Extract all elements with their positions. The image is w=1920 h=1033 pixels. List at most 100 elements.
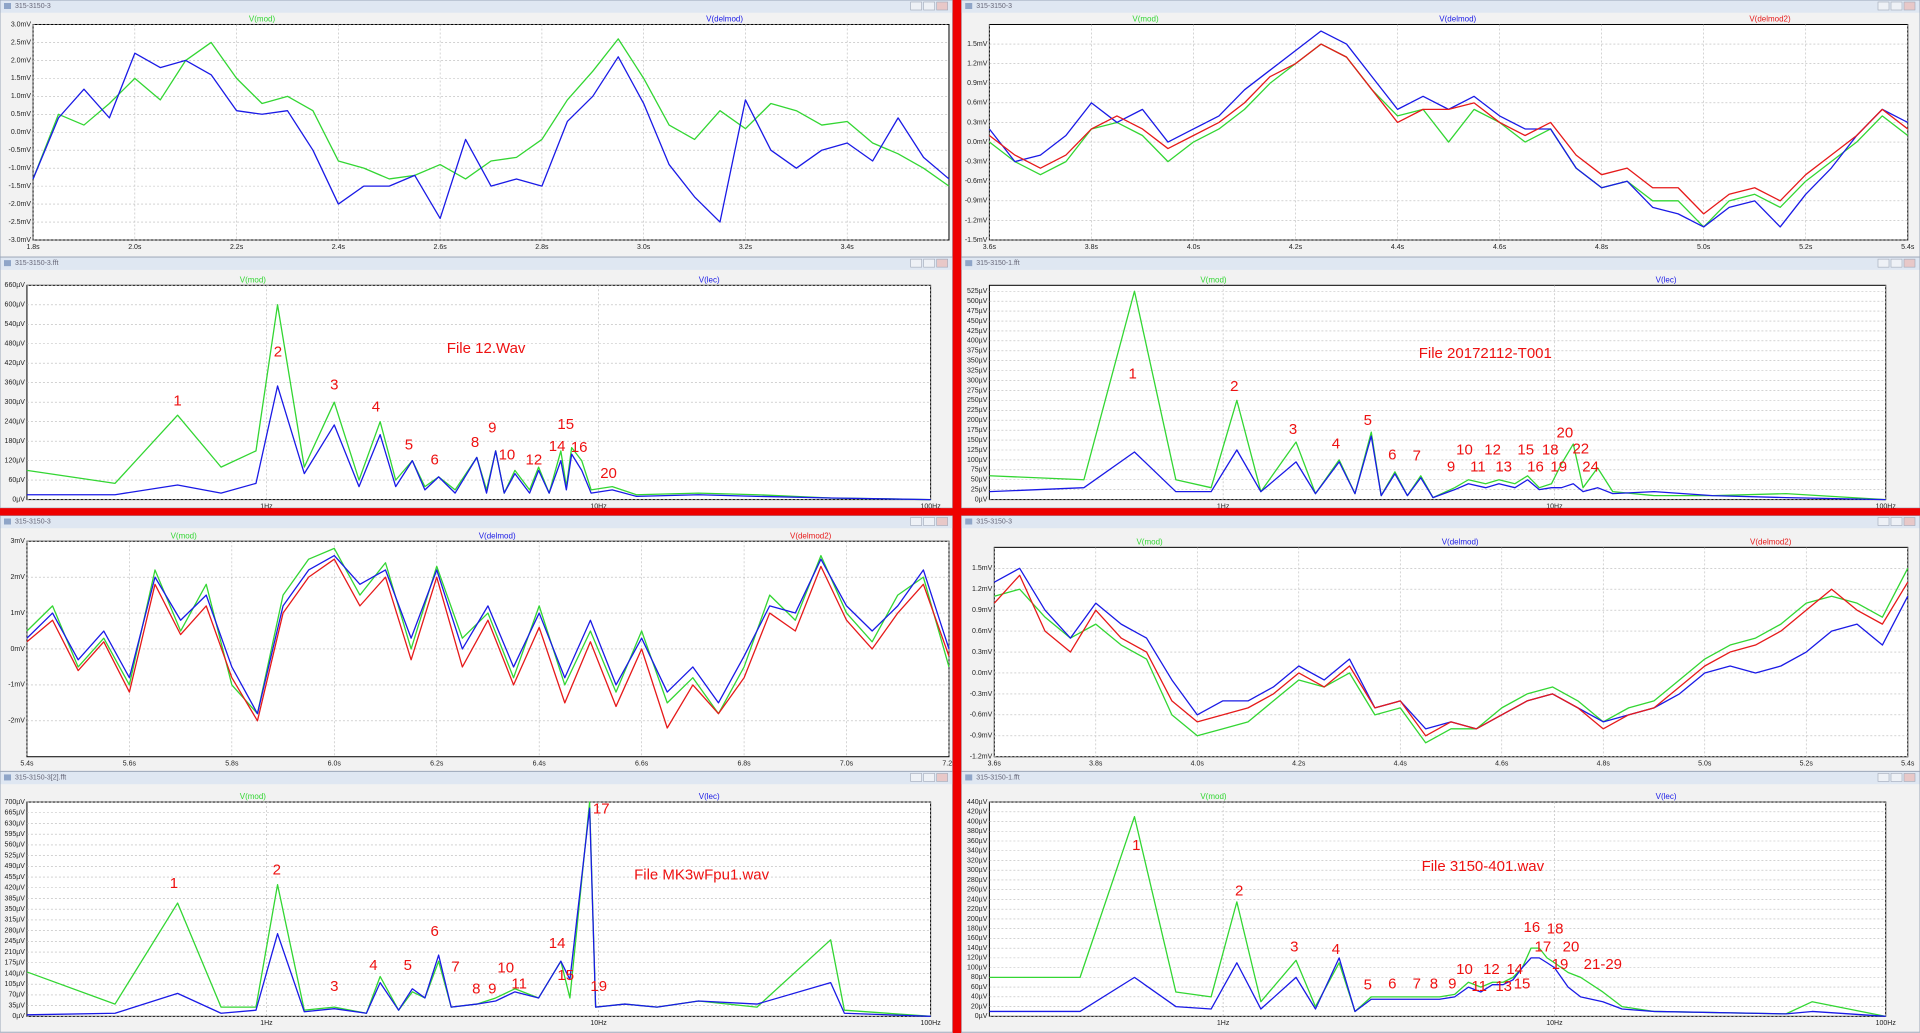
y-tick-label: 0mV — [11, 646, 26, 653]
annotation: 15 — [1514, 975, 1531, 992]
y-tick-label: 1.5mV — [11, 75, 32, 82]
annotation: 8 — [471, 434, 479, 451]
minimize-button[interactable] — [1877, 258, 1890, 268]
close-button[interactable] — [1903, 517, 1916, 526]
y-tick-label: 125µV — [967, 447, 988, 454]
x-tick-label: 5.4s — [1901, 244, 1915, 251]
y-tick-label: 225µV — [967, 407, 988, 414]
annotation: 12 — [1483, 961, 1500, 978]
y-tick-label: 0.6mV — [967, 100, 988, 107]
y-tick-label: 105µV — [5, 981, 26, 988]
x-tick-label: 3.6s — [983, 244, 997, 251]
minimize-button[interactable] — [1877, 1, 1890, 11]
annotation: 1 — [1132, 837, 1140, 854]
annotation: 12 — [526, 451, 543, 468]
y-tick-label: 20µV — [971, 1003, 988, 1010]
x-tick-label: 6.6s — [635, 761, 649, 768]
annotation: 3 — [330, 978, 338, 995]
annotation: 8 — [1430, 975, 1438, 992]
maximize-button[interactable] — [923, 517, 935, 526]
x-tick-label: 5.4s — [1901, 761, 1915, 768]
minimize-button[interactable] — [1877, 517, 1890, 526]
close-button[interactable] — [936, 773, 948, 782]
y-tick-label: -1.5mV — [965, 237, 988, 244]
y-tick-label: 140µV — [967, 945, 988, 952]
close-button[interactable] — [1903, 773, 1916, 782]
close-button[interactable] — [1903, 258, 1916, 268]
x-tick-label: 100Hz — [920, 1020, 941, 1027]
maximize-button[interactable] — [923, 1, 935, 11]
x-tick-label: 4.8s — [1595, 244, 1609, 251]
x-tick-label: 5.8s — [225, 761, 239, 768]
close-button[interactable] — [936, 258, 948, 268]
y-tick-label: 35µV — [8, 1002, 25, 1009]
series-line — [26, 558, 950, 729]
y-tick-label: 380µV — [967, 828, 988, 835]
legend-entry: V(delmod) — [479, 531, 516, 540]
minimize-button[interactable] — [1877, 773, 1890, 782]
legend-entry: V(lec) — [699, 792, 720, 801]
x-tick-label: 1.8s — [26, 244, 40, 251]
annotation: 7 — [1413, 975, 1421, 992]
x-tick-label: 4.0s — [1191, 761, 1205, 768]
y-tick-label: 80µV — [971, 974, 988, 981]
window-icon — [4, 518, 11, 525]
y-tick-label: 385µV — [5, 895, 26, 902]
maximize-button[interactable] — [1890, 258, 1903, 268]
y-tick-label: 315µV — [5, 917, 26, 924]
minimize-button[interactable] — [910, 773, 922, 782]
y-tick-label: 0.9mV — [972, 607, 993, 614]
series-line — [26, 385, 931, 501]
y-tick-label: 0µV — [12, 496, 25, 503]
legend-entry: V(mod) — [1136, 537, 1163, 546]
y-tick-label: 525µV — [5, 852, 26, 859]
maximize-button[interactable] — [1890, 1, 1903, 11]
annotation: 1 — [173, 393, 181, 410]
x-tick-label: 6.8s — [737, 761, 751, 768]
title-bar — [0, 257, 953, 270]
y-tick-label: 700µV — [5, 799, 26, 806]
divider-horizontal — [0, 508, 1920, 516]
y-tick-label: 0µV — [975, 496, 988, 503]
close-button[interactable] — [1903, 1, 1916, 11]
annotation: 4 — [1332, 941, 1340, 958]
y-tick-label: 350µV — [5, 906, 26, 913]
x-tick-label: 7.2s — [942, 761, 956, 768]
x-tick-label: 5.0s — [1698, 761, 1712, 768]
annotation: 20 — [1563, 939, 1580, 956]
title-bar — [0, 0, 953, 13]
x-tick-label: 100Hz — [1876, 1020, 1897, 1027]
minimize-button[interactable] — [910, 258, 922, 268]
legend-entry: V(delmod) — [1442, 537, 1479, 546]
maximize-button[interactable] — [923, 773, 935, 782]
y-tick-label: 3mV — [11, 538, 26, 545]
x-tick-label: 2.2s — [230, 244, 244, 251]
close-button[interactable] — [936, 517, 948, 526]
y-tick-label: 200µV — [967, 916, 988, 923]
series-line — [989, 290, 1886, 501]
annotation: File 3150-401.wav — [1422, 858, 1545, 875]
annotation: 10 — [1456, 961, 1473, 978]
annotation: 10 — [499, 446, 516, 463]
annotation: 3 — [330, 377, 338, 394]
annotation: 11 — [1470, 459, 1486, 476]
maximize-button[interactable] — [1890, 517, 1903, 526]
annotation: 9 — [1447, 459, 1455, 476]
close-button[interactable] — [936, 1, 948, 11]
y-tick-label: 280µV — [5, 927, 26, 934]
y-tick-label: 240µV — [5, 419, 26, 426]
maximize-button[interactable] — [1890, 773, 1903, 782]
annotation: 4 — [1332, 435, 1340, 452]
minimize-button[interactable] — [910, 1, 922, 11]
y-tick-label: -1.2mV — [970, 754, 993, 761]
y-tick-label: 245µV — [5, 938, 26, 945]
y-tick-label: 180µV — [967, 926, 988, 933]
y-tick-label: 2.0mV — [11, 57, 32, 64]
x-tick-label: 3.0s — [637, 244, 651, 251]
x-tick-label: 5.2s — [1799, 244, 1813, 251]
window-title: 315-3150-3 — [15, 3, 51, 10]
minimize-button[interactable] — [910, 517, 922, 526]
maximize-button[interactable] — [923, 258, 935, 268]
y-tick-label: 3.0mV — [11, 21, 32, 28]
